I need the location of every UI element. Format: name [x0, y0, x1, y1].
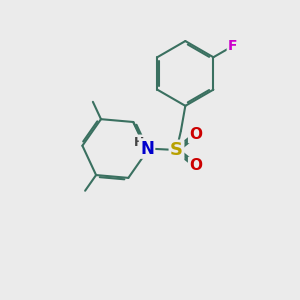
Text: H: H — [134, 136, 144, 148]
Text: O: O — [189, 158, 202, 173]
Text: N: N — [140, 140, 154, 158]
Text: F: F — [228, 39, 237, 53]
Text: S: S — [170, 141, 183, 159]
Text: O: O — [189, 127, 202, 142]
